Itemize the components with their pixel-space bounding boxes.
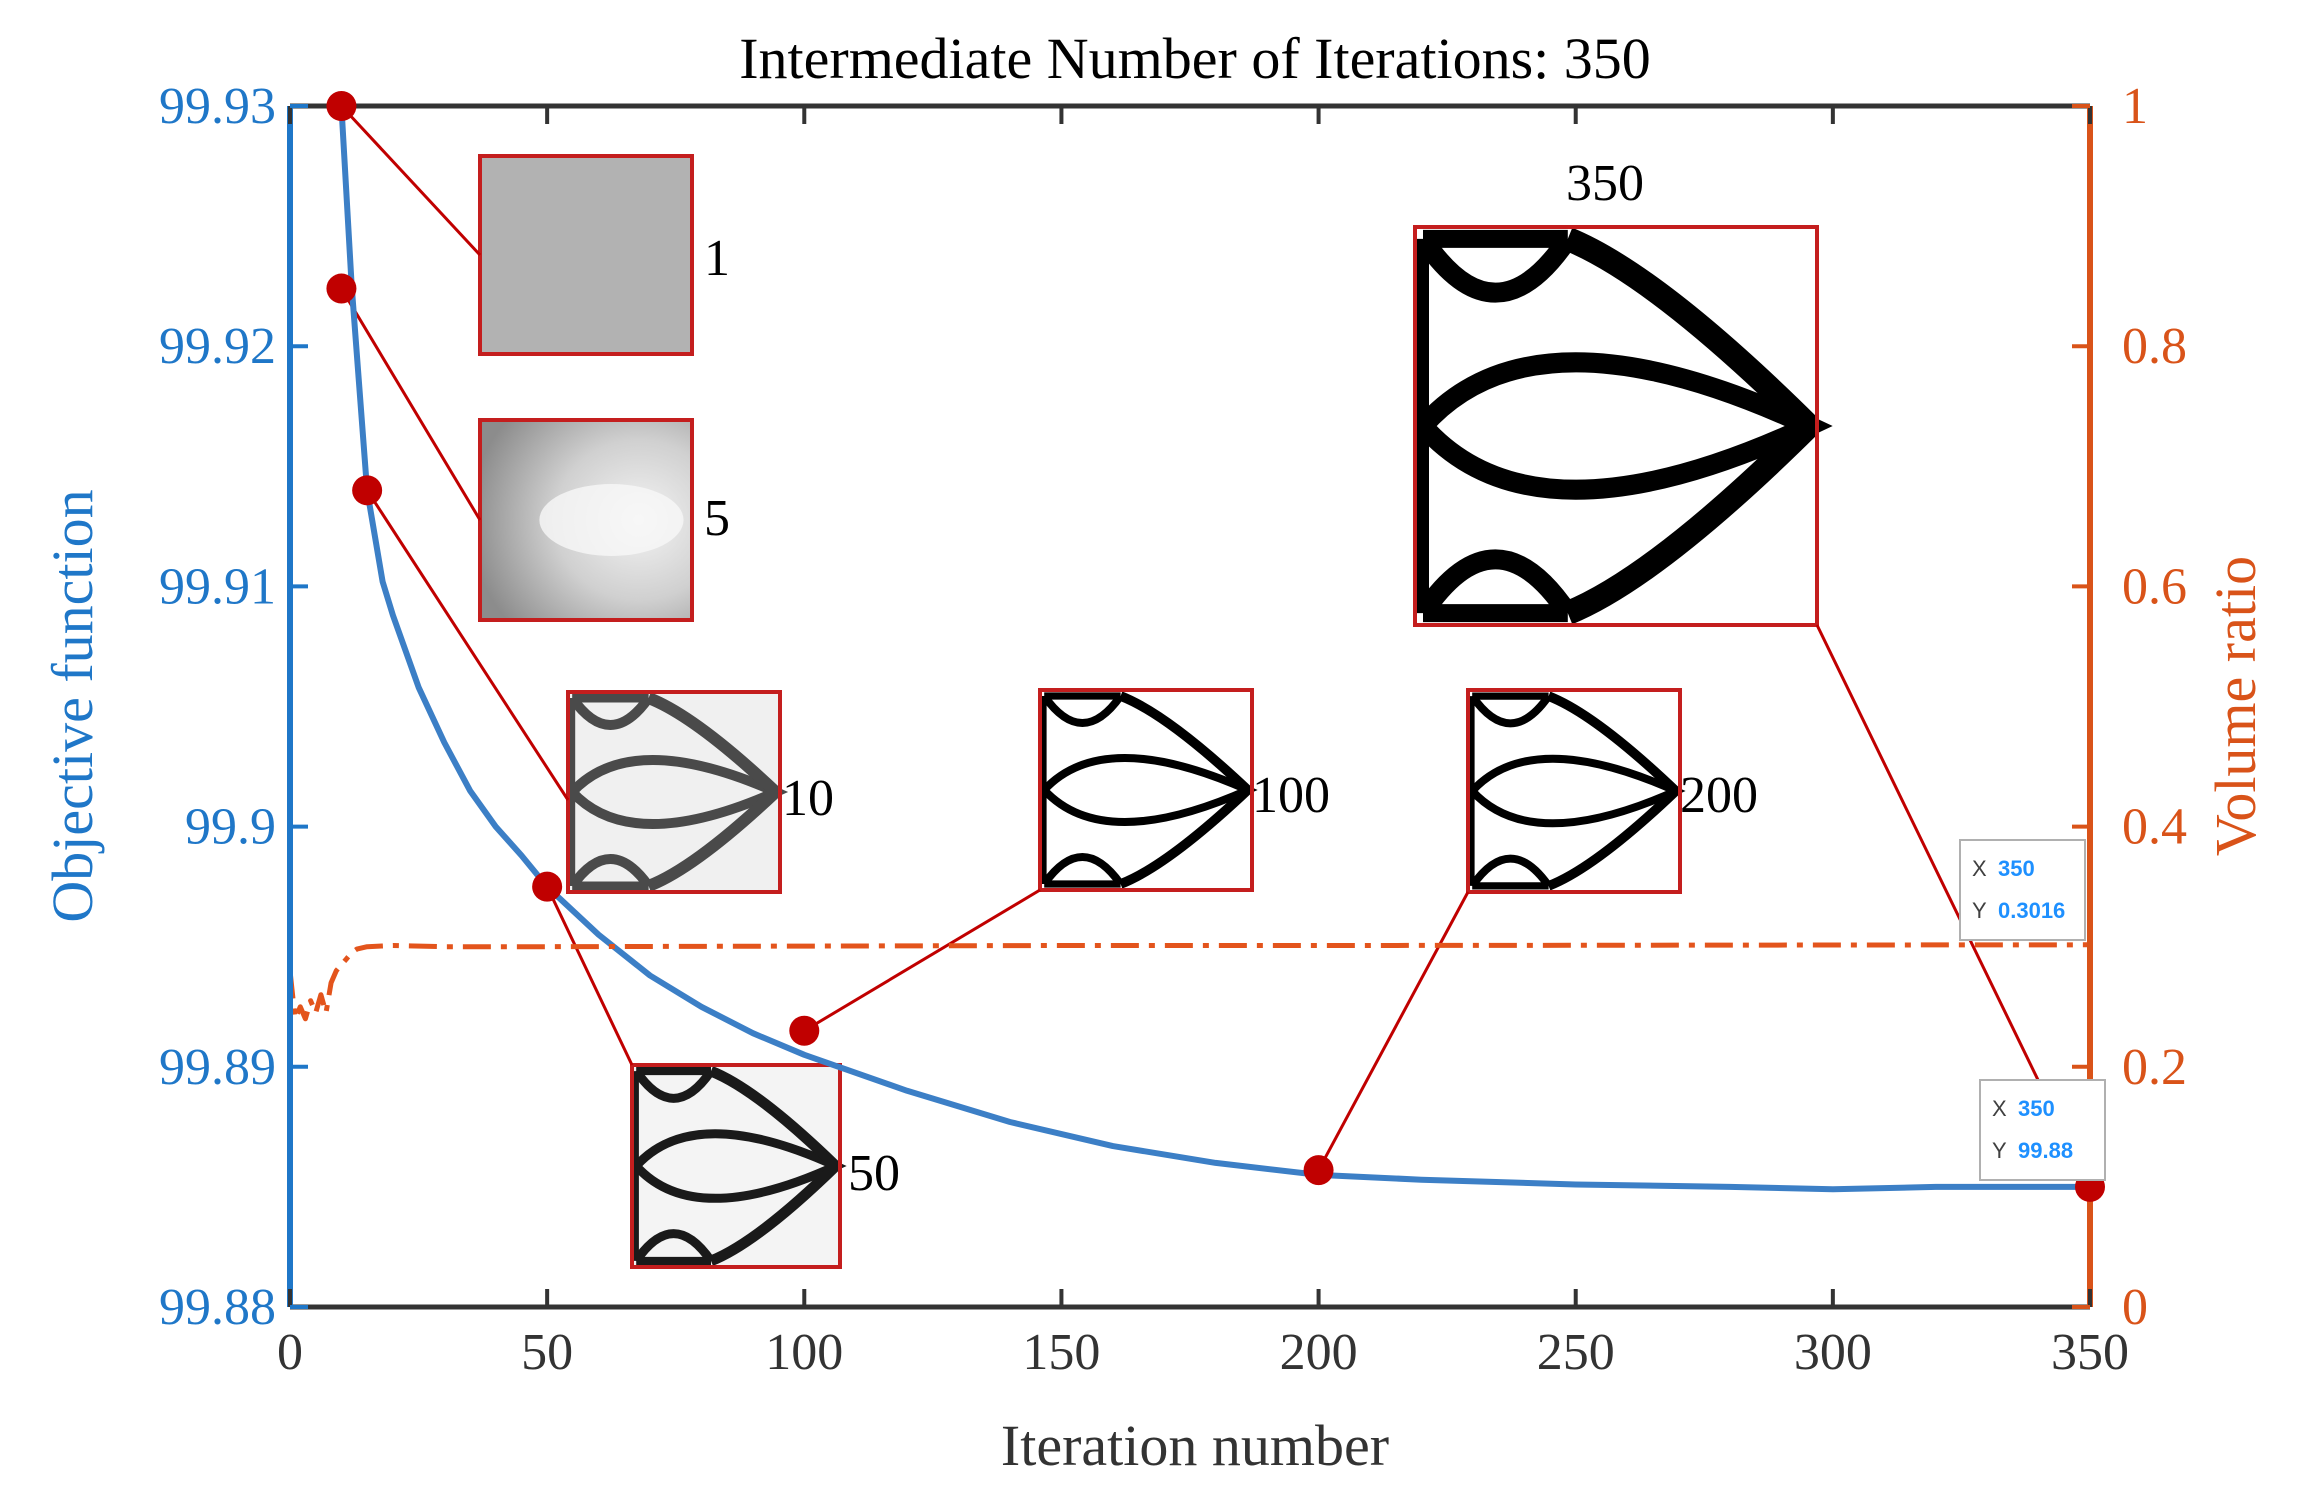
x-tick-label: 300: [1794, 1324, 1872, 1381]
topology-member: [1563, 227, 1818, 625]
topology-member: [572, 693, 649, 891]
inset-label: 5: [704, 490, 730, 547]
y-tick-label-left: 99.9: [185, 799, 276, 856]
inset-label: 350: [1566, 155, 1644, 212]
highlight-marker: [789, 1015, 820, 1046]
topology-member: [636, 1067, 711, 1265]
highlight-marker: [326, 91, 357, 121]
y-tick-label-left: 99.91: [159, 558, 276, 615]
datatip: X 350 Y 99.88: [1979, 1079, 2106, 1181]
leader-line: [545, 886, 634, 1066]
datatip-x-key: X: [1972, 856, 1987, 881]
x-tick-label: 50: [521, 1324, 573, 1381]
highlight-marker: [532, 871, 563, 902]
y-tick-label-left: 99.88: [159, 1279, 276, 1336]
datatip-x-key: X: [1992, 1096, 2007, 1121]
inset-iteration-100: [1038, 688, 1258, 892]
x-tick-label: 0: [277, 1324, 303, 1381]
topology-member: [1423, 229, 1568, 623]
inset-iteration-1: [478, 154, 694, 356]
datatip-y-value: 99.88: [2018, 1138, 2073, 1163]
topology-member: [1044, 692, 1121, 888]
topology-member: [1472, 692, 1549, 890]
inset-iteration-200: [1466, 688, 1686, 894]
y-tick-label-left: 99.89: [159, 1039, 276, 1096]
inset-group: [478, 154, 1833, 1269]
inset-iteration-5: [478, 418, 694, 622]
inset-iteration-10: [566, 690, 789, 894]
y-tick-label-right: 0.2: [2122, 1039, 2187, 1096]
datatip-group: X 350 Y 0.3016 X 350 Y 99.88: [1959, 839, 2106, 1181]
inset-frame: [630, 1063, 842, 1269]
inset-frame: [1038, 688, 1254, 892]
text-group: 0 50 100 150 200 250 300 35099.8899.8999.999.91…: [40, 26, 2268, 1478]
topology-member: [568, 695, 653, 889]
highlight-marker: [326, 273, 357, 304]
topology-member: [708, 1066, 840, 1266]
inset-image: [480, 156, 692, 354]
datatip-box: [1959, 839, 2086, 941]
inset-iteration-50: [630, 1063, 847, 1269]
x-axis-label: Iteration number: [1001, 1413, 1389, 1478]
datatip-x-value: 350: [2018, 1096, 2055, 1121]
leader-line: [340, 104, 482, 257]
inset-label: 100: [1252, 767, 1330, 824]
leader-line-group: [340, 104, 2092, 1188]
topology-member: [646, 692, 780, 892]
datatip-box: [1979, 1079, 2106, 1181]
y-tick-label-left: 99.92: [159, 318, 276, 375]
marker-group: [326, 91, 2105, 1202]
datatip-y-value: 0.3016: [1998, 898, 2065, 923]
highlight-marker: [352, 475, 383, 506]
y-tick-label-right: 0: [2122, 1279, 2148, 1336]
topology-member: [1546, 691, 1680, 891]
leader-line: [803, 888, 1041, 1033]
datatip: X 350 Y 0.3016: [1959, 839, 2086, 941]
objective-function-line: [338, 105, 2090, 1193]
topology-member: [1468, 693, 1552, 889]
y-axis-label-left: Objective function: [40, 489, 105, 922]
inset-label: 10: [782, 770, 834, 827]
topology-member: [1118, 691, 1252, 889]
x-tick-label: 250: [1537, 1324, 1615, 1381]
x-tick-label: 350: [2051, 1324, 2129, 1381]
topology-member: [1414, 233, 1577, 619]
datatip-y-key: Y: [1972, 898, 1987, 923]
inset-frame: [1413, 225, 1819, 627]
y-tick-label-left: 99.93: [159, 78, 276, 135]
chart-title: Intermediate Number of Iterations: 350: [739, 26, 1651, 91]
inset-iteration-350: [1413, 225, 1833, 627]
leader-line: [340, 287, 482, 521]
topology-member: [632, 1068, 715, 1264]
datatip-y-key: Y: [1992, 1138, 2007, 1163]
datatip-x-value: 350: [1998, 856, 2035, 881]
inset-label: 50: [848, 1145, 900, 1202]
y-tick-label-right: 0.4: [2122, 799, 2187, 856]
inset-frame: [566, 690, 782, 894]
x-tick-label: 150: [1022, 1324, 1100, 1381]
highlight-marker: [1303, 1155, 1334, 1186]
inset-frame: [1466, 688, 1682, 894]
x-tick-label: 100: [765, 1324, 843, 1381]
inset-blur: [539, 484, 684, 556]
series-group: [287, 105, 2091, 1193]
y-axis-label-right: Volume ratio: [2203, 556, 2268, 856]
x-tick-label: 200: [1280, 1324, 1358, 1381]
inset-frame: [478, 154, 694, 356]
y-tick-label-right: 0.8: [2122, 318, 2187, 375]
inset-label: 1: [704, 230, 730, 287]
y-tick-label-right: 0.6: [2122, 558, 2187, 615]
inset-label: 200: [1680, 767, 1758, 824]
volume-ratio-line: [287, 942, 2091, 1022]
topology-member: [1040, 693, 1124, 887]
y-tick-label-right: 1: [2122, 78, 2148, 135]
leader-line: [1317, 891, 1470, 1171]
leader-line: [365, 489, 570, 801]
